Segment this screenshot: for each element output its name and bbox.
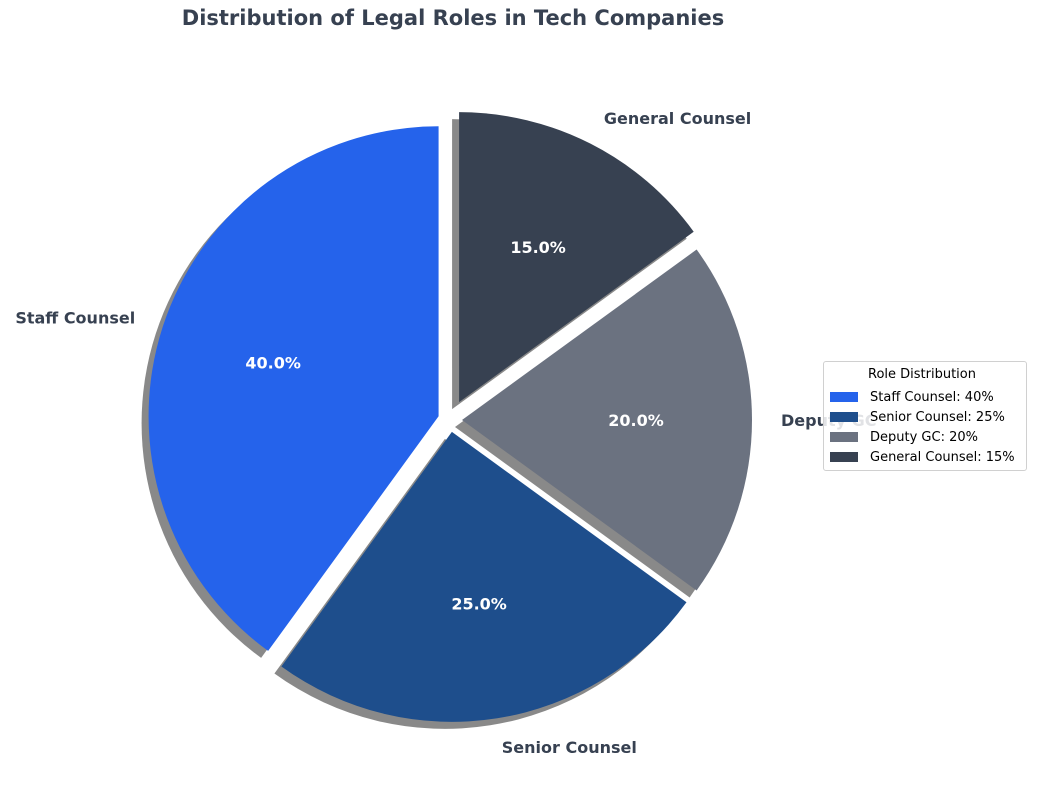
wedge-general-counsel <box>459 112 694 403</box>
wedge-senior-counsel <box>281 431 687 722</box>
percent-label-staff-counsel: 40.0% <box>245 354 301 373</box>
legend-label: Staff Counsel: 40% <box>870 389 994 405</box>
legend-item-staff-counsel: Staff Counsel: 40% <box>830 388 994 406</box>
legend-label: General Counsel: 15% <box>870 449 1015 465</box>
legend-item-general-counsel: General Counsel: 15% <box>830 448 1015 466</box>
legend-title: Role Distribution <box>868 367 976 382</box>
wedge-deputy-gc <box>462 249 753 591</box>
percent-label-deputy-gc: 20.0% <box>608 411 664 430</box>
legend-swatch <box>830 432 858 442</box>
legend-item-deputy-gc: Deputy GC: 20% <box>830 428 978 446</box>
legend-swatch <box>830 452 858 462</box>
wedge-staff-counsel <box>148 126 439 651</box>
percent-label-senior-counsel: 25.0% <box>451 595 507 614</box>
chart-title: Distribution of Legal Roles in Tech Comp… <box>181 6 725 30</box>
legend-swatch <box>830 412 858 422</box>
legend: Role Distribution Staff Counsel: 40% Sen… <box>823 361 1027 471</box>
legend-label: Deputy GC: 20% <box>870 429 978 445</box>
category-label-general-counsel: General Counsel <box>604 109 751 128</box>
legend-swatch <box>830 392 858 402</box>
legend-label: Senior Counsel: 25% <box>870 409 1005 425</box>
category-label-staff-counsel: Staff Counsel <box>15 309 135 328</box>
category-label-senior-counsel: Senior Counsel <box>502 738 637 757</box>
legend-item-senior-counsel: Senior Counsel: 25% <box>830 408 1005 426</box>
percent-label-general-counsel: 15.0% <box>510 238 566 257</box>
